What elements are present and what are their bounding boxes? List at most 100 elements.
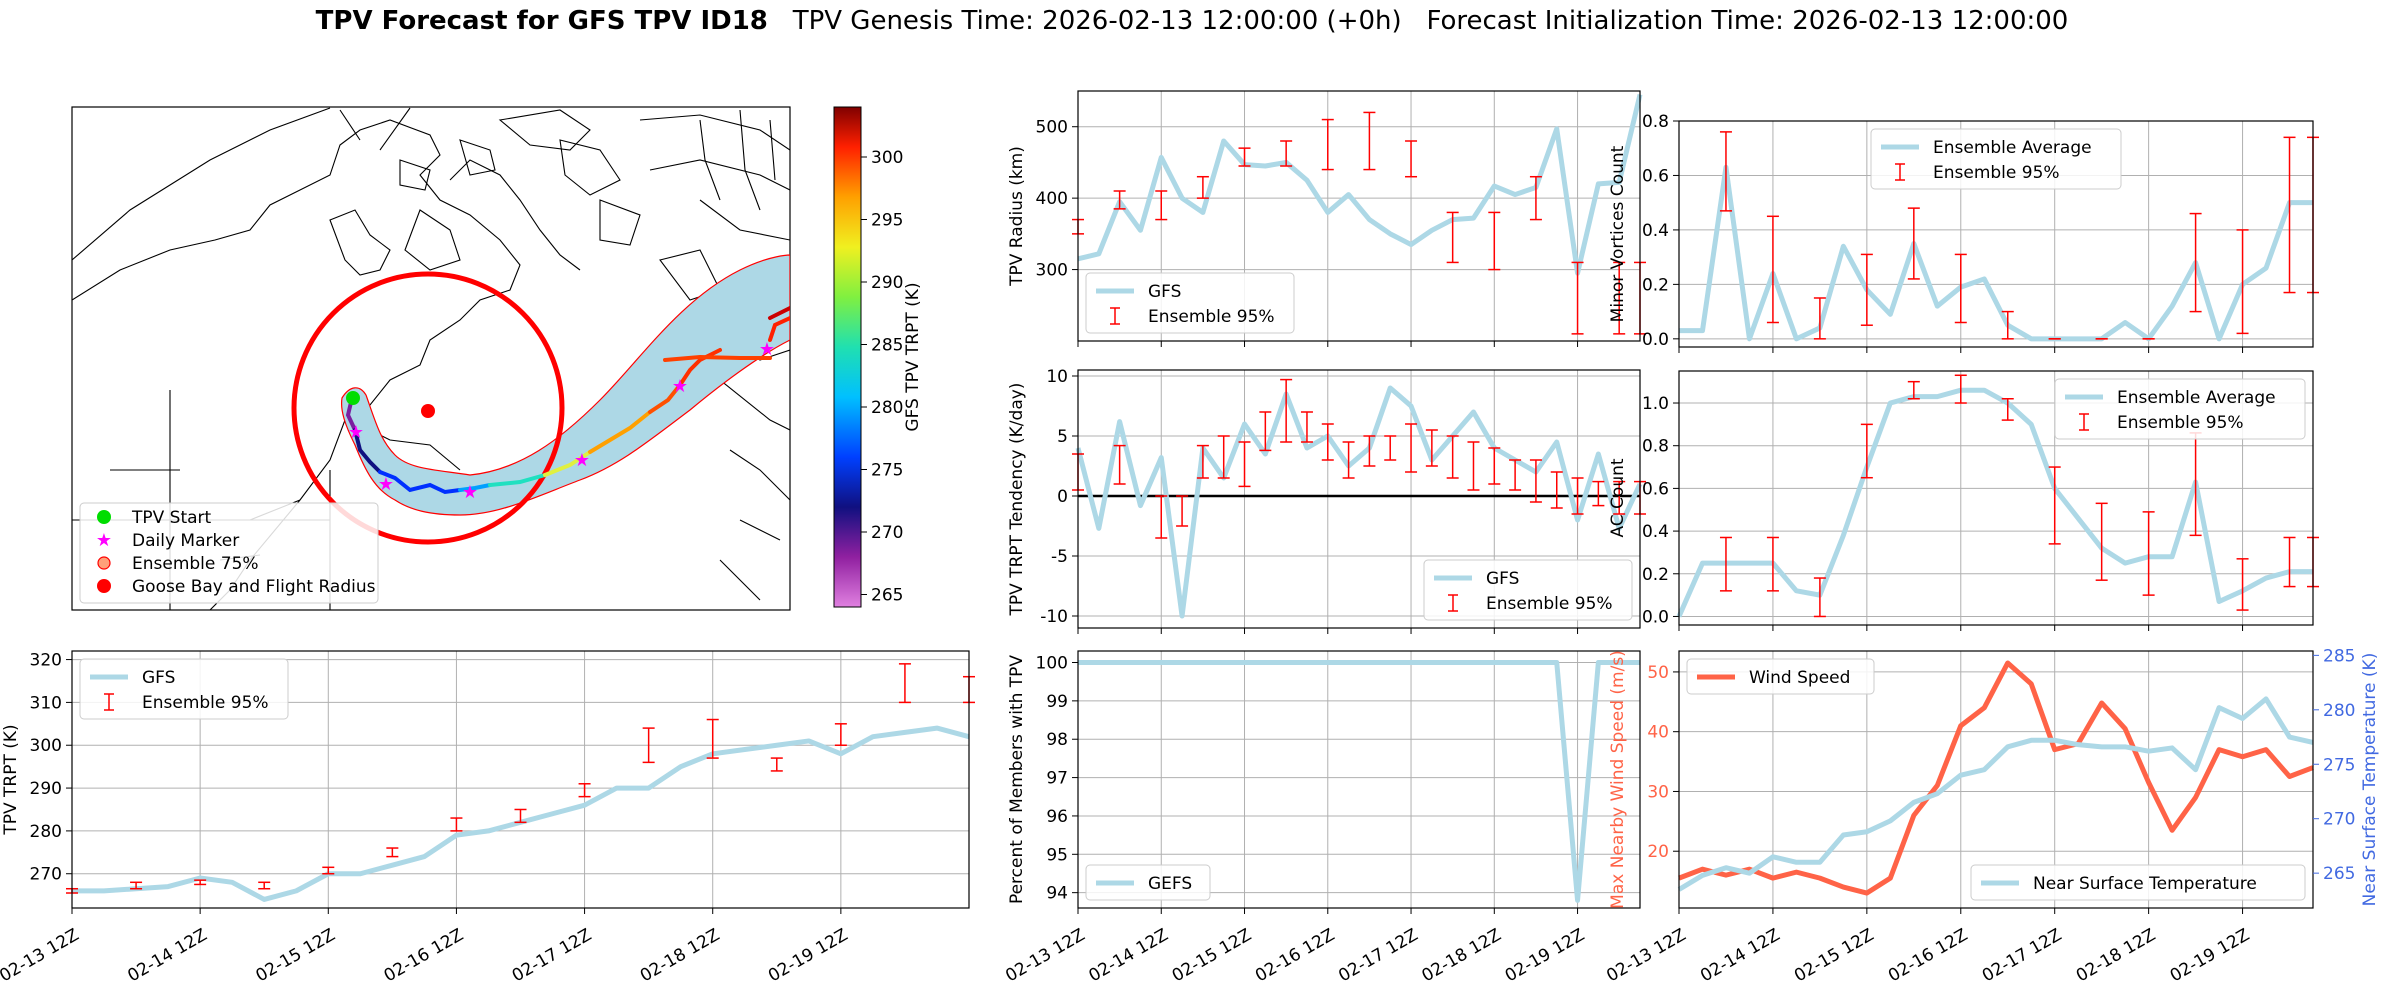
ytick-label: 1.0 [1642, 394, 1669, 414]
ytick-label: 95 [1046, 845, 1068, 865]
xtick-label: 02-19 12Z [2167, 925, 2253, 982]
daily-markers: ★ ★ ★ ★ ★ ★ [348, 339, 775, 503]
xtick-label: 02-13 12Z [1603, 925, 1689, 982]
legend-label: Wind Speed [1749, 668, 1850, 688]
legend-label: Ensemble 95% [142, 693, 269, 713]
series-line [1075, 385, 1643, 619]
chart-wind: 20 30 40 50 02-13 12Z 02-14 12Z 02-15 12Z 02-16… [1603, 646, 2380, 982]
series-line [1678, 660, 2314, 896]
axes-frame [1678, 120, 2314, 348]
ytick-label: 0.8 [1642, 112, 1669, 132]
ytick-label: 99 [1046, 692, 1068, 712]
chart-ac: 0.0 0.2 0.4 0.6 0.8 1.0 AC Count Ensemble Avera… [1608, 370, 2319, 631]
ytick-label: 96 [1046, 807, 1068, 827]
legend-label: Ensemble 95% [1933, 163, 2060, 183]
legend: Wind Speed [1686, 658, 1875, 695]
ylabel: TPV TRPT Tendency (K/day) [1007, 383, 1027, 617]
ytick-label: 500 [1036, 118, 1068, 138]
colorbar-ticks: 265 270 275 280 285 290 295 300 [861, 148, 903, 606]
ytick-label: 0.6 [1642, 166, 1669, 186]
legend-label: Ensemble Average [2117, 388, 2276, 408]
ylabel: TPV TRPT (K) [1, 724, 21, 835]
legend-frame [1423, 559, 1633, 621]
axes-frame [1678, 650, 2314, 909]
colorbar-tick-label: 300 [871, 148, 903, 168]
legend: GFS Ensemble 95% [1085, 272, 1295, 334]
ytick-label: 310 [30, 693, 62, 713]
legend: GFS Ensemble 95% [1423, 559, 1633, 621]
ytick-label: 5 [1057, 427, 1068, 447]
ytick-label: 98 [1046, 730, 1068, 750]
map-legend-ensemble: Ensemble 75% [132, 554, 259, 574]
xtick-label: 02-16 12Z [1252, 925, 1338, 982]
series-line [1077, 93, 1643, 276]
series-line-temperature [1677, 696, 2314, 892]
xtick-label: 02-18 12Z [637, 925, 723, 982]
ytick-label: 280 [30, 822, 62, 842]
legend-frame [79, 658, 289, 720]
xtick-label: 02-14 12Z [1085, 925, 1171, 982]
colorbar-tick-label: 280 [871, 398, 903, 418]
ytick-label: 0 [1057, 487, 1068, 507]
legend: Ensemble Average Ensemble 95% [1870, 128, 2122, 190]
title-init: Forecast Initialization Time: 2026-02-13… [1426, 6, 2069, 36]
map-panel: ★ ★ ★ ★ ★ ★ ★ TPV Start Daily Marker Ens… [71, 106, 791, 611]
colorbar-tick-label: 270 [871, 523, 903, 543]
colorbar: 265 270 275 280 285 290 295 300 GFS TPV TRPT (K… [833, 106, 923, 608]
ytick-label: 100 [1036, 654, 1068, 674]
axes-frame [1077, 369, 1641, 629]
legend-frame [2054, 378, 2306, 440]
chart-minor: 0.0 0.2 0.4 0.6 0.8 Minor Vortices Count Ensem… [1608, 112, 2319, 353]
legend-frame [1085, 864, 1211, 901]
chart-trpt: 270 280 290 300 310 320 02-13 12Z 02-14 12Z 02-1… [0, 650, 975, 982]
ytick-label: 94 [1046, 884, 1068, 904]
xtick-label: 02-19 12Z [765, 925, 851, 982]
xtick-label: 02-16 12Z [381, 925, 467, 982]
legend: Near Surface Temperature [1970, 864, 2306, 901]
legend-label: Ensemble 95% [2117, 413, 2244, 433]
ytick2-label: 265 [2323, 864, 2355, 884]
ytick-label: 30 [1647, 782, 1669, 802]
xtick-label: 02-18 12Z [2073, 925, 2159, 982]
series-line [1078, 660, 1640, 903]
map-legend-marker: Daily Marker [132, 531, 239, 551]
map-content: ★ ★ ★ ★ ★ ★ [72, 107, 790, 610]
legend-label: GEFS [1148, 874, 1192, 894]
ytick-label: 0.4 [1642, 221, 1669, 241]
ylabel2: Near Surface Temperature (K) [2360, 653, 2380, 907]
xtick-label: 02-17 12Z [1335, 925, 1421, 982]
title-genesis: TPV Genesis Time: 2026-02-13 12:00:00 (+… [792, 6, 1402, 36]
colorbar-tick-label: 275 [871, 461, 903, 481]
ytick-label: 270 [30, 865, 62, 885]
svg-text:★: ★ [759, 339, 775, 360]
xtick-label: 02-18 12Z [1419, 925, 1505, 982]
ytick2-label: 280 [2323, 701, 2355, 721]
colorbar-label: GFS TPV TRPT (K) [903, 282, 923, 431]
ytick-label: 40 [1647, 723, 1669, 743]
ytick-label: 290 [30, 779, 62, 799]
legend: GEFS [1085, 864, 1211, 901]
svg-text:★: ★ [672, 376, 688, 397]
ylabel: TPV Radius (km) [1007, 146, 1027, 287]
series-line [1679, 164, 2313, 342]
legend-label: GFS [142, 668, 175, 688]
legend-frame [1686, 658, 1875, 695]
ytick-label: 0.0 [1642, 607, 1669, 627]
legend-frame [1870, 128, 2122, 190]
legend-label: Ensemble 95% [1486, 594, 1613, 614]
legend-label: Ensemble Average [1933, 138, 2092, 158]
ytick-label: 0.6 [1642, 479, 1669, 499]
ensemble-swath [340, 254, 790, 516]
ytick-label: 0.8 [1642, 437, 1669, 457]
legend-label: GFS [1486, 569, 1519, 589]
ytick-label: -5 [1051, 547, 1068, 567]
ytick-label: 0.0 [1642, 330, 1669, 350]
svg-text:★: ★ [348, 422, 364, 443]
svg-text:★: ★ [96, 530, 112, 551]
ytick-label: 300 [1036, 261, 1068, 281]
colorbar-tick-label: 265 [871, 586, 903, 606]
ylabel: Minor Vortices Count [1608, 145, 1628, 322]
ytick-label: 0.2 [1642, 565, 1669, 585]
legend-frame [1970, 864, 2306, 901]
